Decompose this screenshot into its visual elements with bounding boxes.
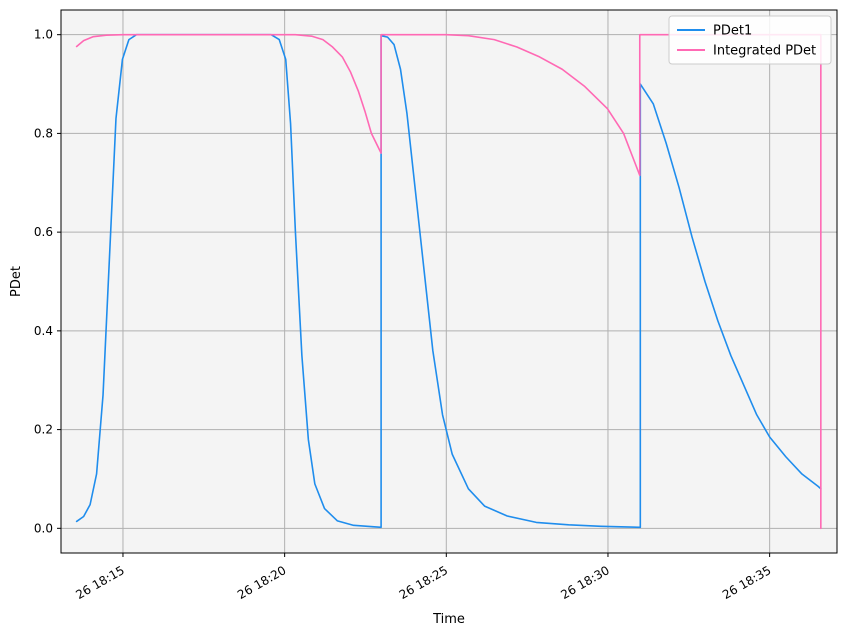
series-line-2 — [75, 33, 822, 530]
y-tick-label: 0.8 — [34, 126, 53, 140]
y-tick-label: 0.4 — [34, 324, 53, 338]
x-axis-ticks: 26 18:15 26 18:20 26 18:25 26 18:30 26 18:35 — [73, 553, 774, 602]
y-tick-label: 0.0 — [34, 521, 53, 535]
legend-label-1: PDet1 — [713, 24, 752, 39]
legend-label-2: Integrated PDet — [713, 44, 816, 59]
x-axis-label: Time — [432, 612, 465, 627]
x-tick-label: 26 18:25 — [397, 563, 450, 602]
x-tick-label: 26 18:20 — [235, 563, 288, 602]
y-tick-label: 0.6 — [34, 225, 53, 239]
legend-box — [668, 15, 832, 65]
x-tick-label: 26 18:30 — [558, 563, 611, 602]
x-tick-label: 26 18:15 — [73, 563, 126, 602]
plot-frame — [60, 9, 838, 554]
legend: PDet1 Integrated PDet — [668, 15, 832, 65]
y-tick-label: 0.2 — [34, 423, 53, 437]
y-tick-label: 1.0 — [34, 28, 53, 42]
plot-area — [61, 10, 837, 553]
y-axis-label: PDet — [9, 266, 24, 297]
y-axis-ticks: 0.0 0.2 0.4 0.6 0.8 1.0 — [34, 28, 61, 535]
x-tick-label: 26 18:35 — [720, 563, 773, 602]
series-lines — [75, 33, 822, 530]
